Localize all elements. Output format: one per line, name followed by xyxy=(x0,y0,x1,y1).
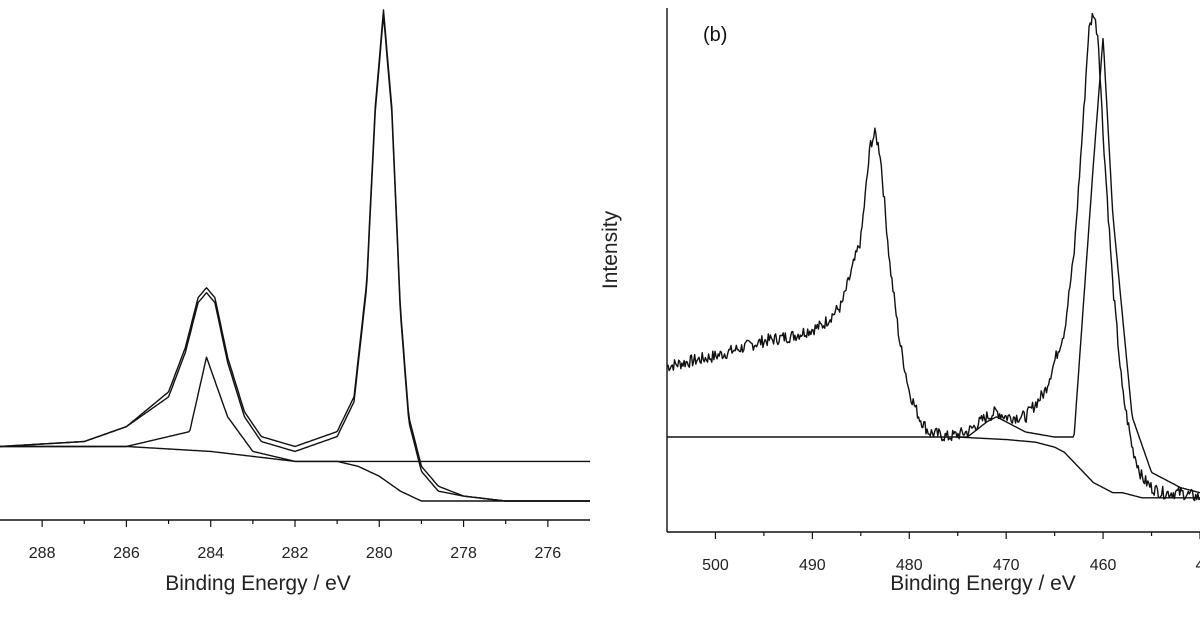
panel-a-tick-label-1: 286 xyxy=(113,545,140,562)
panel-a-series-0 xyxy=(0,9,590,502)
panel-a-xlabel: Binding Energy / eV xyxy=(165,572,351,595)
panel-b-ylabel: Intensity xyxy=(599,210,622,289)
panel-a-ticks: 288 286 284 282 280 278 276 xyxy=(29,520,562,562)
panel-b-tick-label-1: 490 xyxy=(799,557,826,574)
panel-b-tick-label-2: 480 xyxy=(896,557,923,574)
panel-b: 500 490 480 470 460 4 (b) Intensity Binding E… xyxy=(599,8,1200,595)
panel-b-series-1 xyxy=(667,37,1200,494)
panel-b-tick-label-0: 500 xyxy=(702,557,729,574)
panel-a-tick-label-4: 280 xyxy=(366,545,393,562)
panel-b-tick-label-4: 460 xyxy=(1090,557,1117,574)
panel-a-series-1 xyxy=(0,14,590,502)
panel-b-series-0 xyxy=(666,12,1200,502)
panel-a-tick-label-0: 288 xyxy=(29,545,56,562)
panel-a: 288 286 284 282 280 278 276 Binding Energy / e… xyxy=(0,9,590,595)
panel-a-tick-label-5: 278 xyxy=(450,545,477,562)
panel-b-label: (b) xyxy=(703,24,727,46)
panel-a-series xyxy=(0,9,590,502)
panel-a-tick-label-2: 284 xyxy=(197,545,224,562)
panel-a-series-3 xyxy=(0,445,590,502)
panel-b-ticks: 500 490 480 470 460 4 xyxy=(702,532,1200,574)
panel-b-series xyxy=(666,12,1200,502)
panel-b-xlabel: Binding Energy / eV xyxy=(890,572,1076,595)
panel-b-series-2 xyxy=(958,436,1200,499)
panel-a-tick-label-6: 276 xyxy=(535,545,562,562)
panel-b-tick-label-5: 4 xyxy=(1196,557,1200,574)
panel-b-tick-label-3: 470 xyxy=(993,557,1020,574)
panel-a-tick-label-3: 282 xyxy=(282,545,309,562)
